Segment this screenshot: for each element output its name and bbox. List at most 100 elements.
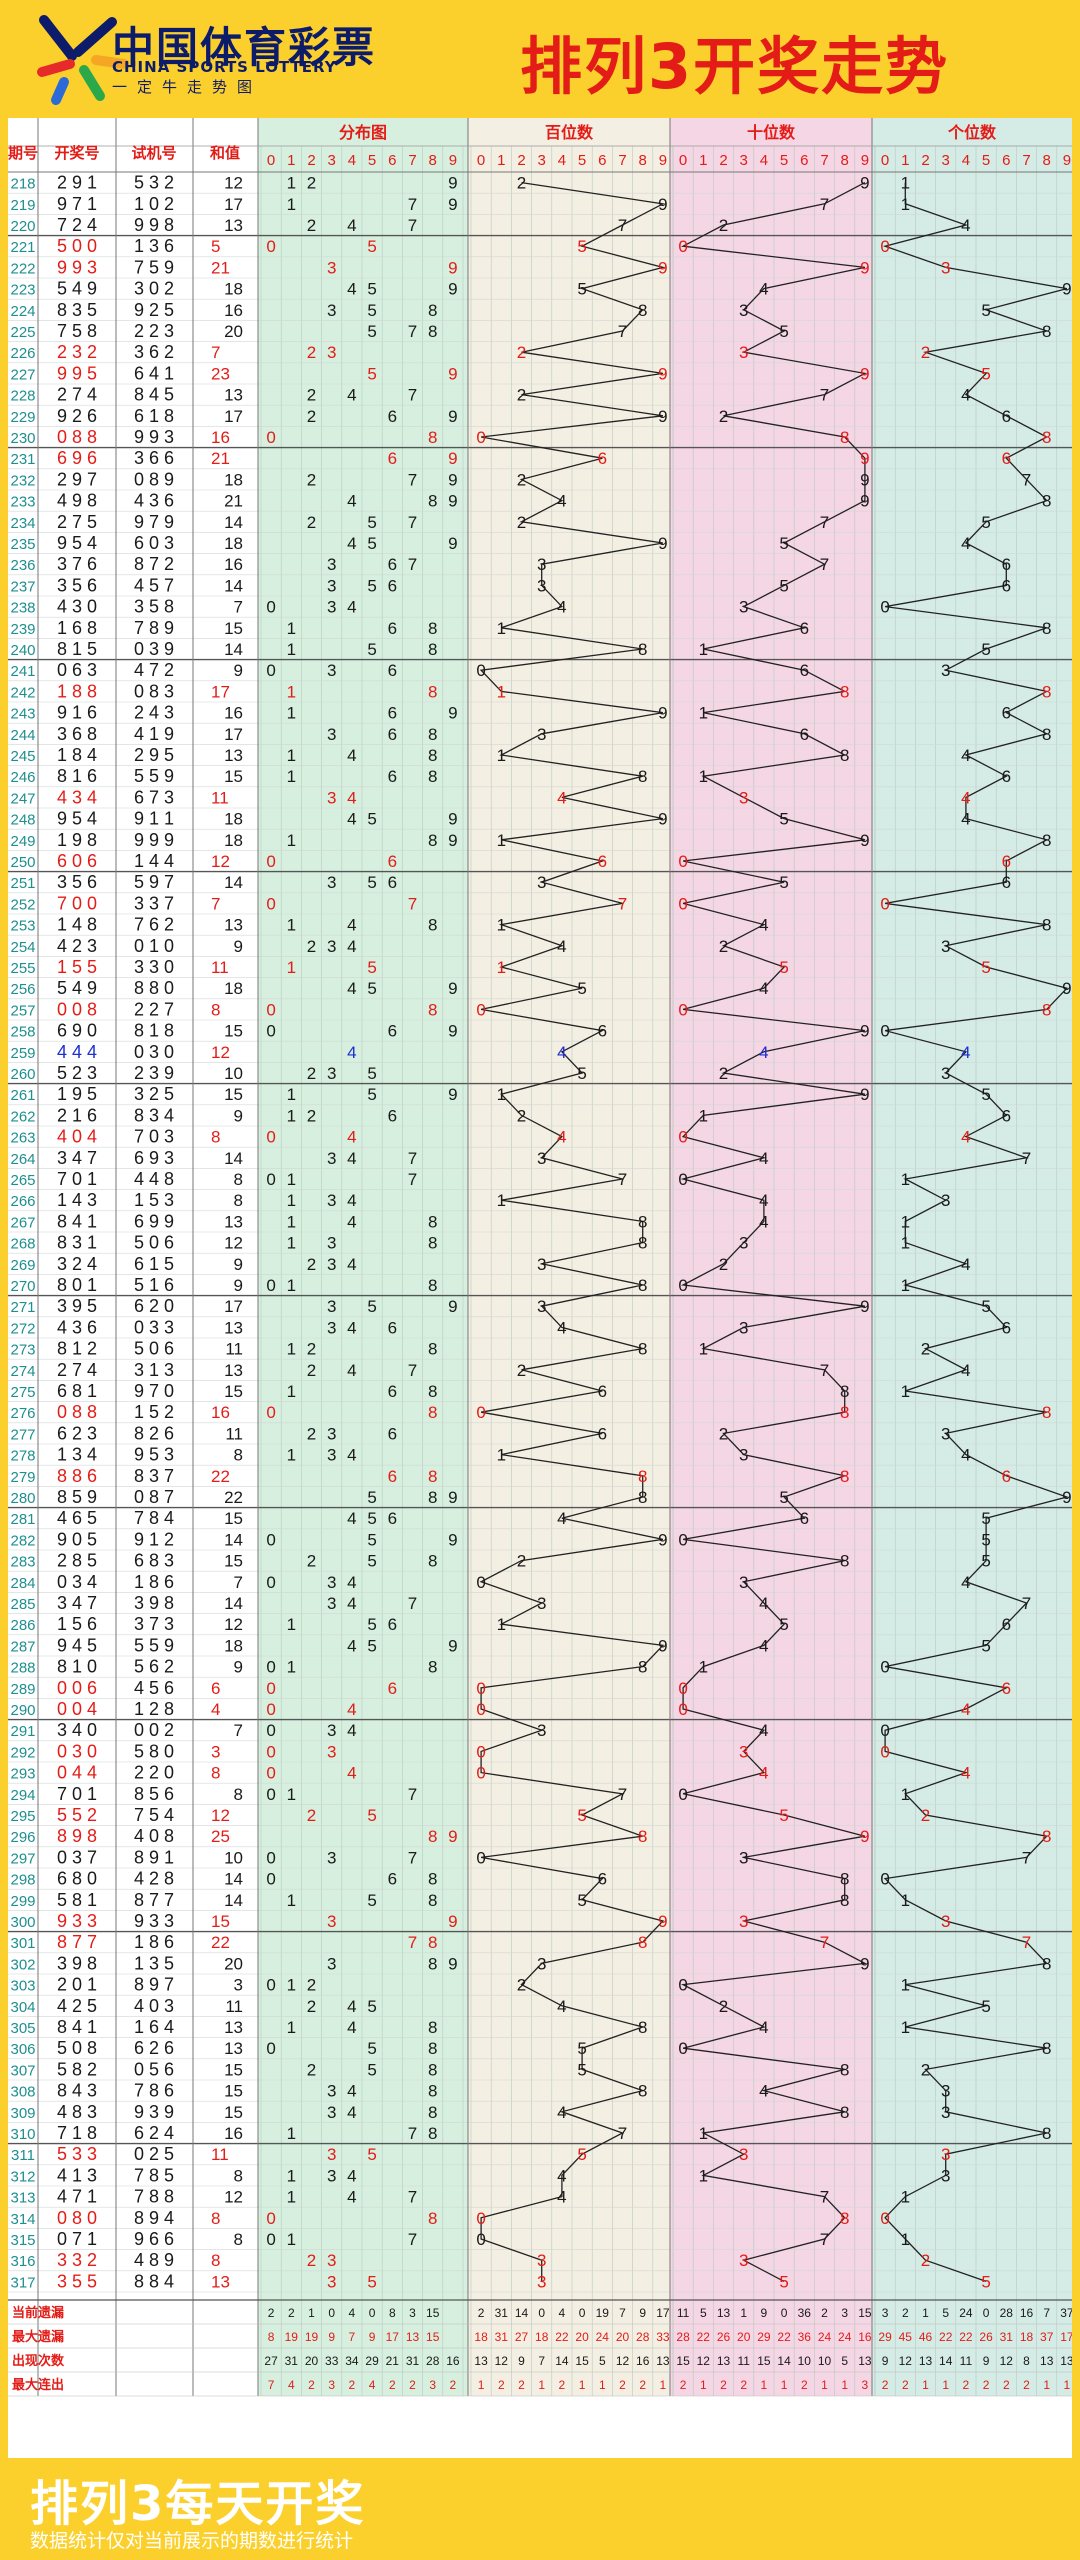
- pos-digit-tens: 4: [759, 2082, 768, 2101]
- draw-number: 9 2 6: [57, 406, 97, 426]
- dist-digit: 8: [428, 2124, 437, 2143]
- pos-digit-hundreds: 2: [517, 1361, 526, 1380]
- issue-number: 223: [10, 282, 35, 299]
- pos-digit-units: 0: [880, 1742, 889, 1761]
- dist-digit: 1: [287, 640, 296, 659]
- stats-value-units: 5: [942, 2306, 949, 2320]
- pos-digit-tens: 4: [759, 280, 768, 299]
- dist-digit: 6: [388, 1318, 397, 1337]
- pos-digit-units: 1: [901, 195, 910, 214]
- trial-number: 8 9 7: [134, 1975, 174, 1995]
- stats-value-units: 29: [878, 2330, 892, 2344]
- dist-digit: 9: [448, 1022, 457, 1041]
- issue-number: 225: [10, 324, 35, 341]
- dist-digit: 8: [428, 1340, 437, 1359]
- pos-digit-tens: 9: [860, 831, 869, 850]
- stats-value-tens: 24: [838, 2330, 852, 2344]
- dist-digit: 2: [307, 216, 316, 235]
- dist-digit: 4: [347, 1721, 356, 1740]
- pos-digit-units: 3: [941, 2082, 950, 2101]
- stats-value-units: 26: [979, 2330, 993, 2344]
- trial-number: 5 3 2: [134, 173, 174, 193]
- draw-number: 1 9 5: [57, 1084, 97, 1104]
- sum-value: 18: [224, 1636, 243, 1655]
- trial-number: 4 3 6: [134, 491, 174, 511]
- trial-number: 4 8 9: [134, 2250, 174, 2270]
- pos-digit-units: 2: [921, 1340, 930, 1359]
- stats-value-tens: 11: [677, 2306, 690, 2320]
- trial-number: 9 7 9: [134, 512, 174, 532]
- digit-header-dist: 7: [408, 152, 416, 169]
- pos-digit-units: 3: [941, 1424, 950, 1443]
- draw-number: 9 9 3: [57, 257, 97, 277]
- dist-digit: 5: [367, 810, 376, 829]
- sum-value: 16: [224, 555, 243, 574]
- dist-digit: 5: [367, 2039, 376, 2058]
- dist-digit: 4: [347, 810, 356, 829]
- draw-number: 9 0 5: [57, 1529, 97, 1549]
- dist-digit: 1: [287, 1446, 296, 1465]
- pos-digit-units: 0: [880, 2209, 889, 2228]
- trial-number: 5 0 6: [134, 1233, 174, 1253]
- stats-value-units: 13: [919, 2354, 933, 2368]
- stats-value-units: 2: [983, 2378, 990, 2392]
- pos-digit-tens: 4: [759, 1721, 768, 1740]
- pos-digit-hundreds: 5: [577, 2060, 586, 2079]
- pos-digit-units: 6: [1002, 407, 1011, 426]
- dist-digit: 3: [327, 555, 336, 574]
- stats-value-units: 46: [919, 2330, 933, 2344]
- pos-digit-hundreds: 3: [537, 1149, 546, 1168]
- dist-digit: 8: [428, 1382, 437, 1401]
- stats-value-dist: 4: [349, 2306, 356, 2320]
- pos-digit-hundreds: 1: [497, 831, 506, 850]
- draw-number: 3 4 7: [57, 1148, 97, 1168]
- sum-value: 14: [224, 1530, 243, 1549]
- sum-value: 16: [211, 428, 230, 447]
- pos-digit-units: 6: [1002, 873, 1011, 892]
- dist-digit: 3: [327, 2272, 336, 2291]
- dist-digit: 4: [347, 1255, 356, 1274]
- pos-digit-tens: 9: [860, 492, 869, 511]
- issue-number: 279: [10, 1469, 35, 1486]
- dist-digit: 1: [287, 958, 296, 977]
- dist-digit: 1: [287, 195, 296, 214]
- dist-digit: 3: [327, 1573, 336, 1592]
- pos-digit-tens: 8: [840, 1403, 849, 1422]
- pos-digit-tens: 9: [860, 1085, 869, 1104]
- dist-digit: 4: [347, 1149, 356, 1168]
- dist-digit: 8: [428, 2082, 437, 2101]
- digit-header-hundreds: 7: [618, 152, 626, 169]
- draw-number: 0 6 3: [57, 660, 97, 680]
- sum-value: 14: [224, 873, 243, 892]
- pos-digit-hundreds: 6: [598, 852, 607, 871]
- pos-digit-units: 3: [941, 1064, 950, 1083]
- digit-header-tens: 8: [841, 152, 849, 169]
- draw-number: 8 5 9: [57, 1487, 97, 1507]
- draw-number: 1 6 8: [57, 618, 97, 638]
- dist-digit: 2: [307, 386, 316, 405]
- trial-number: 5 5 9: [134, 766, 174, 786]
- pos-digit-units: 8: [1042, 916, 1051, 935]
- pos-digit-hundreds: 7: [618, 2124, 627, 2143]
- stats-value-tens: 10: [798, 2354, 812, 2368]
- draw-number: 5 8 2: [57, 2059, 97, 2079]
- pos-digit-hundreds: 5: [577, 1064, 586, 1083]
- trial-number: 9 1 1: [134, 809, 174, 829]
- stats-value-tens: 2: [680, 2378, 687, 2392]
- pos-digit-hundreds: 0: [476, 2209, 485, 2228]
- trial-number: 2 4 3: [134, 703, 174, 723]
- pos-digit-units: 4: [961, 788, 970, 807]
- dist-digit: 0: [266, 1721, 275, 1740]
- issue-number: 235: [10, 536, 35, 553]
- stats-value-hundreds: 31: [495, 2330, 509, 2344]
- draw-number: 6 9 0: [57, 1021, 97, 1041]
- pos-digit-units: 4: [961, 1128, 970, 1147]
- pos-digit-tens: 6: [800, 1509, 809, 1528]
- issue-number: 266: [10, 1193, 35, 1210]
- pos-digit-units: 5: [981, 513, 990, 532]
- pos-digit-tens: 0: [678, 1000, 687, 1019]
- dist-digit: 4: [347, 1700, 356, 1719]
- dist-digit: 1: [287, 1276, 296, 1295]
- issue-number: 256: [10, 981, 35, 998]
- issue-number: 231: [10, 451, 35, 468]
